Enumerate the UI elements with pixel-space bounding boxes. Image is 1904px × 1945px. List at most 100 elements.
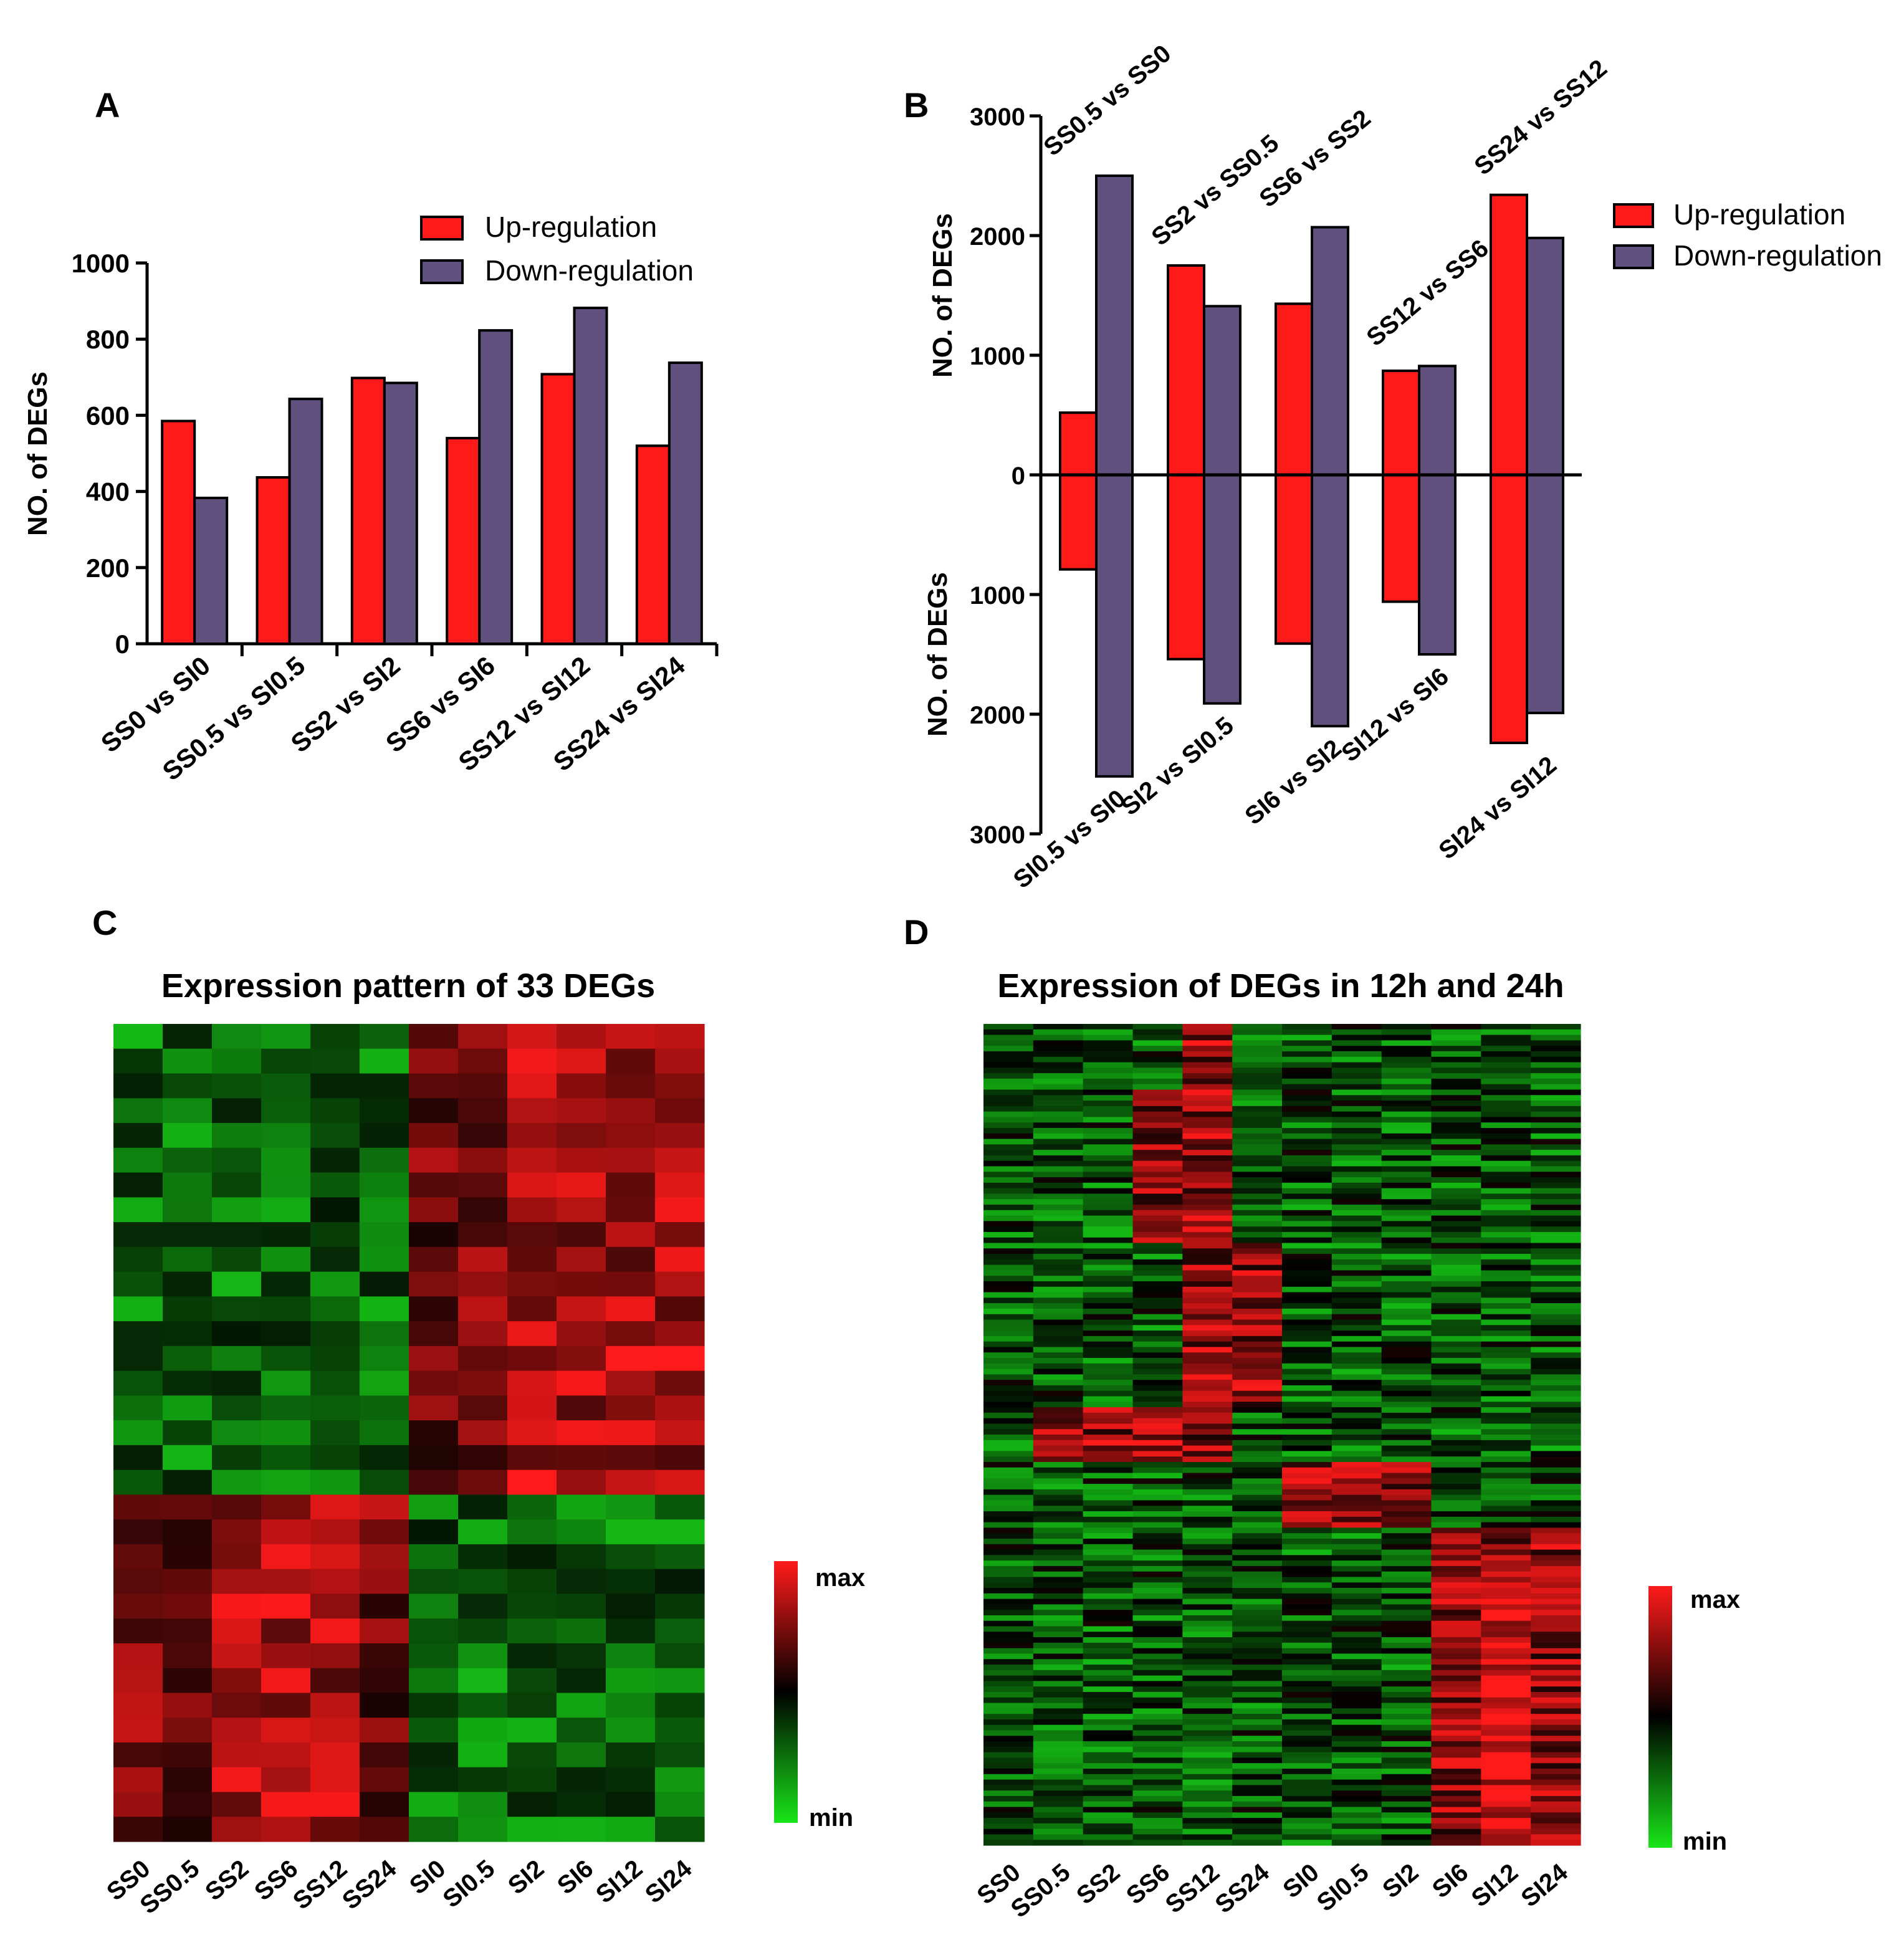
panel-d-heatmap-cell [1431, 1160, 1481, 1167]
panel-d-heatmap-cell [1431, 1281, 1481, 1288]
panel-d-heatmap-cell [1481, 1516, 1531, 1523]
panel-d-heatmap-cell [1182, 1303, 1233, 1309]
panel-d-heatmap-cell [1033, 1188, 1084, 1194]
panel-d-heatmap-cell [1282, 1511, 1332, 1517]
panel-d-heatmap-cell [1033, 1615, 1084, 1622]
panel-d-heatmap-cell [1331, 1254, 1382, 1260]
panel-d-heatmap-cell [1282, 1478, 1332, 1484]
panel-d-heatmap-cell [1331, 1795, 1382, 1802]
panel-d-heatmap-cell [1331, 1331, 1382, 1337]
panel-d-heatmap-cell [1033, 1341, 1084, 1348]
panel-c-heatmap-cell [655, 1742, 705, 1768]
panel-d-heatmap-cell [1282, 1160, 1332, 1167]
panel-d-heatmap-cell [1182, 1172, 1233, 1178]
panel-d-heatmap-cell [1531, 1276, 1581, 1282]
panel-d-heatmap-cell [1431, 1440, 1481, 1446]
panel-c-heatmap-cell [557, 1197, 606, 1223]
panel-d-heatmap-cell [1033, 1445, 1084, 1451]
panel-d-heatmap-cell [1531, 1642, 1581, 1649]
panel-d-heatmap-cell [1132, 1779, 1183, 1785]
panel-d-heatmap-cell [1331, 1801, 1382, 1808]
panel-d-heatmap-cell [1381, 1231, 1432, 1238]
panel-d-heatmap-cell [1132, 1670, 1183, 1676]
panel-d-heatmap-cell [1531, 1544, 1581, 1551]
panel-d-heatmap-cell [1531, 1697, 1581, 1704]
panel-c-heatmap-cell [655, 1073, 705, 1099]
panel-letter-c: C [92, 903, 117, 942]
panel-c-heatmap-cell [458, 1817, 508, 1842]
panel-d-heatmap-cell [1331, 1308, 1382, 1315]
panel-d-heatmap-cell [1083, 1527, 1134, 1534]
panel-d-heatmap-cell [1232, 1522, 1283, 1528]
panel-d-heatmap-cell [1531, 1691, 1581, 1698]
panel-d-heatmap-cell [1033, 1461, 1084, 1468]
panel-d-heatmap-cell [1381, 1522, 1432, 1528]
panel-d-heatmap-cell [1232, 1697, 1283, 1704]
panel-d-heatmap-cell [1481, 1385, 1531, 1392]
panel-c-heatmap-cell [507, 1594, 557, 1619]
panel-d-heatmap-cell [1033, 1620, 1084, 1627]
panel-d-heatmap-cell [1431, 1193, 1481, 1200]
panel-c-heatmap-cell [655, 1544, 705, 1570]
panel-d-heatmap-cell [983, 1160, 1034, 1167]
panel-d-heatmap-cell [1431, 1155, 1481, 1162]
panel-d-heatmap-cell [1481, 1708, 1531, 1714]
panel-d-heatmap-cell [1481, 1390, 1531, 1397]
panel-d-heatmap-cell [1033, 1801, 1084, 1808]
panel-d-heatmap-cell [1182, 1577, 1233, 1583]
panel-d-heatmap-cell [1431, 1122, 1481, 1129]
panel-c-heatmap-cell [409, 1172, 459, 1198]
panel-d-heatmap-cell [1033, 1768, 1084, 1775]
panel-d-heatmap-cell [1282, 1637, 1332, 1643]
panel-d-heatmap-cell [983, 1402, 1034, 1408]
panel-d-heatmap-cell [1531, 1369, 1581, 1375]
panel-d-heatmap-cell [1531, 1478, 1581, 1484]
panel-d-heatmap-cell [1431, 1127, 1481, 1134]
panel-c-heatmap-cell [507, 1643, 557, 1669]
panel-d-heatmap-cell [1232, 1035, 1283, 1041]
panel-d-heatmap-cell [1182, 1571, 1233, 1578]
panel-d-heatmap-cell [1531, 1117, 1581, 1123]
panel-d-heatmap-cell [1232, 1659, 1283, 1665]
panel-d-heatmap-cell [1182, 1757, 1233, 1764]
panel-d-heatmap-cell [1431, 1768, 1481, 1775]
panel-d-heatmap-cell [1282, 1473, 1332, 1479]
panel-d-heatmap-cell [1481, 1768, 1531, 1775]
panel-d-heatmap-cell [1331, 1127, 1382, 1134]
panel-c-heatmap-cell [458, 1544, 508, 1570]
panel-c-heatmap-cell [212, 1222, 262, 1248]
panel-d-heatmap-cell [1132, 1626, 1183, 1632]
panel-d-heatmap-cell [1132, 1565, 1183, 1572]
panel-d-heatmap-cell [1232, 1369, 1283, 1375]
panel-d-heatmap-cell [1282, 1533, 1332, 1539]
panel-d-heatmap-cell [1232, 1150, 1283, 1156]
panel-d-heatmap-cell [1232, 1418, 1283, 1425]
panel-d-heatmap-cell [1182, 1281, 1233, 1288]
panel-b-y-tick-label: 0 [1012, 462, 1025, 490]
panel-c-heatmap-cell [360, 1271, 409, 1297]
panel-c-heatmap-cell [360, 1246, 409, 1273]
panel-c-heatmap-cell [409, 1470, 459, 1495]
panel-d-heatmap-cell [983, 1139, 1034, 1145]
panel-c-heatmap-cell [409, 1246, 459, 1273]
panel-d-heatmap-cell [1182, 1127, 1233, 1134]
panel-d-heatmap-cell [1381, 1615, 1432, 1622]
panel-d-heatmap-cell [1132, 1506, 1183, 1512]
panel-d-heatmap-cell [1033, 1150, 1084, 1156]
panel-d-heatmap-cell [1431, 1139, 1481, 1145]
panel-d-heatmap-cell [1531, 1440, 1581, 1446]
panel-d-heatmap-cell [1083, 1051, 1134, 1058]
panel-d-heatmap-cell [1331, 1615, 1382, 1622]
panel-d-heatmap-cell [1033, 1193, 1084, 1200]
panel-d-heatmap-cell [1083, 1708, 1134, 1714]
panel-d-heatmap-cell [1132, 1231, 1183, 1238]
panel-d-heatmap-cell [1431, 1648, 1481, 1655]
panel-d-heatmap-cell [983, 1297, 1034, 1304]
panel-d-heatmap-cell [1182, 1489, 1233, 1496]
panel-d-heatmap-cell [1132, 1577, 1183, 1583]
panel-d-heatmap-cell [983, 1615, 1034, 1622]
panel-d-heatmap-cell [1431, 1565, 1481, 1572]
panel-d-heatmap-cell [1531, 1818, 1581, 1824]
panel-c-heatmap-cell [409, 1544, 459, 1570]
panel-d-heatmap-cell [1132, 1549, 1183, 1556]
